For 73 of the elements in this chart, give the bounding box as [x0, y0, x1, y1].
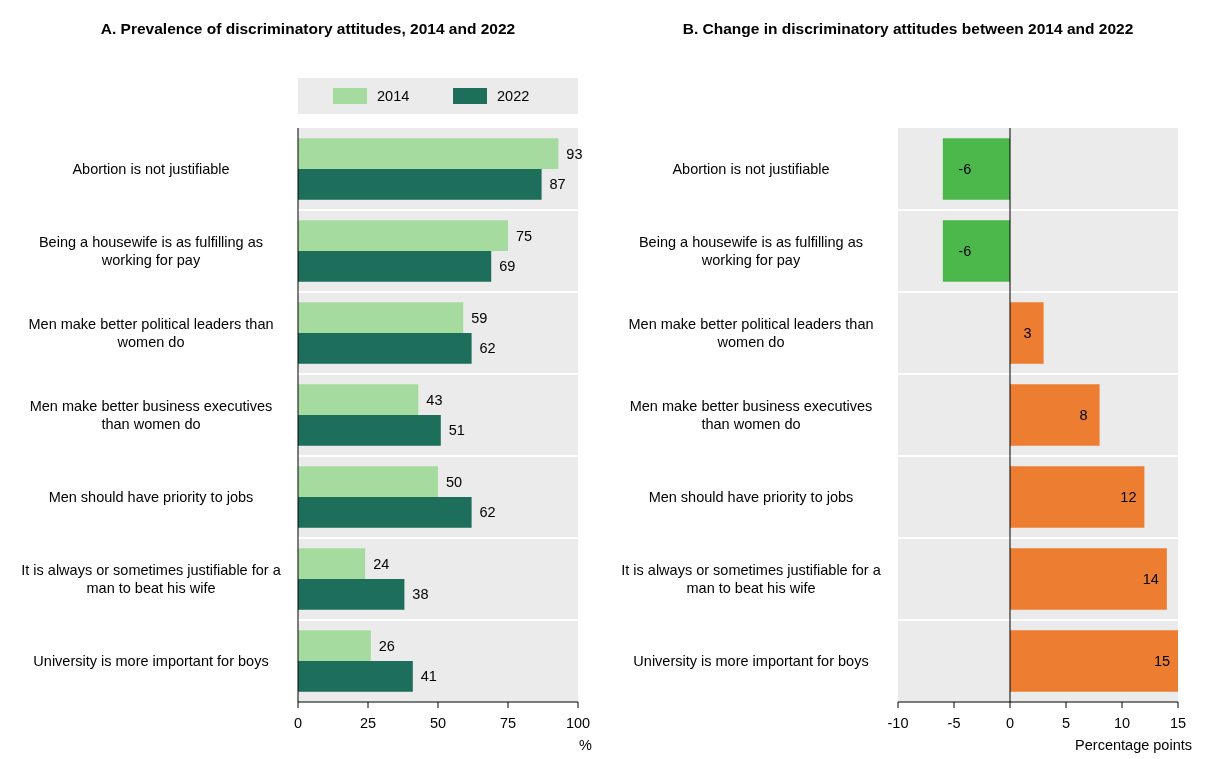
bar — [298, 333, 472, 364]
bar — [298, 466, 438, 497]
y-tick-label: Men should have priority to jobs — [648, 489, 854, 506]
data-label: 87 — [549, 176, 566, 193]
data-label: 41 — [420, 668, 437, 685]
data-label: 51 — [448, 422, 465, 439]
bar — [942, 138, 1010, 200]
bar — [298, 497, 472, 528]
bar — [298, 661, 413, 692]
y-tick-label: It is always or sometimes justifiable for a man to beat his wife — [621, 562, 882, 597]
y-tick-label: Abortion is not justifiable — [672, 161, 830, 178]
y-tick-label: Men make better business executives than women do — [629, 398, 873, 433]
y-tick-label: Men make better political leaders than women do — [628, 316, 874, 351]
x-tick-label: 25 — [359, 715, 377, 731]
data-label: -6 — [958, 161, 972, 178]
bar — [298, 251, 492, 282]
bar — [942, 220, 1010, 282]
data-label: 3 — [1023, 325, 1032, 342]
y-tick-label: Men make better business executives than women do — [29, 398, 273, 433]
bar — [1010, 466, 1145, 528]
data-label: 26 — [378, 637, 395, 654]
x-tick-label: 15 — [1169, 715, 1187, 731]
x-axis-title: % — [579, 737, 593, 753]
bar — [298, 220, 508, 251]
y-tick-label: Men should have priority to jobs — [48, 489, 254, 506]
bar — [298, 384, 419, 415]
bar — [298, 548, 366, 579]
bar — [298, 415, 441, 446]
y-tick-label: Men make better political leaders than women do — [28, 316, 274, 351]
data-label: 59 — [471, 309, 488, 326]
y-tick-label: Being a housewife is as fulfilling as working for pay — [38, 234, 264, 269]
data-label: 14 — [1142, 571, 1159, 588]
bar — [298, 138, 559, 169]
data-label: 38 — [412, 586, 429, 603]
x-tick-label: -5 — [947, 715, 961, 731]
chart-title: A. Prevalence of discriminatory attitudes, 2014 and 2022 — [100, 20, 516, 37]
data-label: 62 — [479, 340, 496, 357]
bar — [298, 579, 405, 610]
y-tick-label: University is more important for boys — [633, 653, 869, 670]
data-label: 24 — [373, 555, 390, 572]
bar — [1010, 630, 1178, 692]
bar — [1010, 548, 1167, 610]
x-tick-label: 0 — [293, 715, 303, 731]
data-label: 75 — [515, 227, 533, 244]
bar — [1010, 384, 1100, 446]
data-label: 12 — [1120, 489, 1137, 506]
chart-title: B. Change in discriminatory attitudes between 2014 and 2022 — [682, 20, 1134, 37]
x-axis-title: Percentage points — [1075, 737, 1192, 753]
y-tick-label: Abortion is not justifiable — [72, 161, 230, 178]
data-label: 50 — [445, 473, 463, 490]
data-label: 43 — [426, 391, 443, 408]
data-label: 93 — [566, 145, 583, 162]
data-label: 62 — [479, 504, 496, 521]
y-tick-label: Being a housewife is as fulfilling as working for pay — [638, 234, 864, 269]
x-tick-label: 10 — [1113, 715, 1131, 731]
bar — [298, 169, 542, 200]
bar — [1010, 302, 1044, 364]
legend-label: 2022 — [497, 88, 530, 105]
x-tick-label: 100 — [565, 715, 591, 731]
bar — [298, 630, 371, 661]
bar — [298, 302, 464, 333]
x-tick-label: 75 — [499, 715, 517, 731]
data-label: 8 — [1079, 407, 1088, 424]
y-tick-label: University is more important for boys — [33, 653, 269, 670]
x-tick-label: 50 — [429, 715, 447, 731]
legend-label: 2014 — [377, 88, 410, 105]
y-tick-label: It is always or sometimes justifiable for a man to beat his wife — [21, 562, 282, 597]
x-tick-label: 5 — [1061, 715, 1071, 731]
x-tick-label: 0 — [1005, 715, 1015, 731]
data-label: 69 — [499, 258, 516, 275]
data-label: -6 — [958, 243, 972, 260]
data-label: 15 — [1153, 653, 1171, 670]
x-tick-label: -10 — [887, 715, 909, 731]
